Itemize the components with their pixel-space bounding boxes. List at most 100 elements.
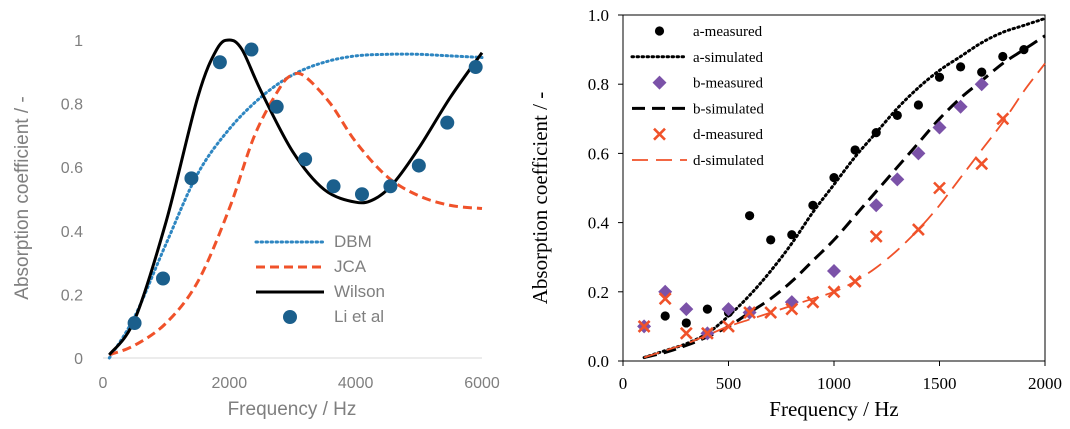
legend-item-jca: JCA bbox=[256, 257, 367, 276]
legend-b-measured-symbol bbox=[652, 75, 667, 90]
b-measured-point bbox=[953, 99, 968, 114]
series-jca-line bbox=[108, 71, 483, 357]
b-measured-point bbox=[890, 172, 905, 187]
b-measured-point bbox=[721, 302, 736, 317]
chart0-x-tick-label: 2000 bbox=[212, 375, 248, 392]
d-measured-point bbox=[764, 306, 778, 319]
d-measured-point bbox=[679, 326, 693, 340]
chart0-x-tick-label: 6000 bbox=[464, 375, 500, 392]
li-et-al-point bbox=[244, 42, 259, 57]
chart1-y-tick-label: 0.8 bbox=[588, 75, 609, 94]
legend-li-et-al-label: Li et al bbox=[334, 307, 384, 326]
d-measured-point bbox=[658, 292, 672, 306]
chart1-y-tick-label: 0.0 bbox=[588, 352, 609, 371]
b-measured-point bbox=[974, 77, 989, 92]
d-measured-point bbox=[975, 157, 989, 171]
a-measured-point bbox=[745, 211, 755, 221]
chart-right-measured-vs-simulated: 0.0 0.2 0.4 0.6 0.8 1.0 0 500 1000 1500 2000 Freq… bbox=[528, 6, 1062, 421]
a-measured-point bbox=[702, 304, 713, 314]
li-et-al-point bbox=[354, 187, 369, 202]
legend-a-measured-symbol bbox=[654, 26, 665, 36]
a-measured-point bbox=[998, 51, 1008, 62]
legend-wilson-label: Wilson bbox=[334, 282, 385, 301]
chart0-y-tick-label: 0 bbox=[74, 351, 83, 368]
li-et-al-point bbox=[468, 60, 483, 75]
d-measured-point bbox=[637, 319, 651, 333]
d-measured-point bbox=[722, 319, 735, 333]
a-measured-point bbox=[977, 67, 987, 77]
d-measured-point bbox=[743, 306, 757, 319]
left-legend: DBM JCA Wilson Li et al bbox=[254, 232, 385, 326]
li-et-al-point bbox=[326, 179, 341, 194]
a-measured-point bbox=[956, 62, 966, 72]
chart1-x-tick-label: 2000 bbox=[1028, 374, 1062, 393]
legend-d-measured-label: d-measured bbox=[693, 127, 763, 143]
left-y-axis-label: Absorption coefficient / - bbox=[12, 96, 33, 299]
legend-jca-label: JCA bbox=[334, 257, 367, 276]
d-measured-point bbox=[700, 326, 714, 340]
legend-item-d-measured: d-measured bbox=[653, 127, 763, 143]
a-measured-point bbox=[913, 100, 924, 110]
a-measured-point bbox=[1019, 45, 1029, 55]
legend-a-measured-label: a-measured bbox=[693, 24, 763, 40]
b-measured-point bbox=[827, 264, 841, 279]
series-li-et-al bbox=[127, 42, 483, 331]
series-dbm-line bbox=[107, 52, 484, 360]
chart0-x-tick-label: 0 bbox=[99, 375, 108, 392]
right-legend: a-measured a-simulated b-measured b-simulat… bbox=[630, 24, 764, 169]
a-measured-point bbox=[681, 318, 691, 328]
chart0-y-tick-label: 0.8 bbox=[61, 97, 83, 114]
a-measured-point bbox=[871, 128, 881, 138]
series-wilson-line bbox=[108, 38, 484, 356]
legend-d-measured-symbol bbox=[653, 127, 666, 141]
chart1-x-tick-label: 1000 bbox=[817, 374, 851, 393]
li-et-al-point bbox=[298, 152, 313, 167]
legend-li-et-al-symbol bbox=[283, 310, 297, 324]
right-y-tick-labels: 0.0 0.2 0.4 0.6 0.8 1.0 bbox=[588, 6, 623, 371]
chart1-x-tick-label: 1500 bbox=[923, 374, 957, 393]
legend-item-dbm: DBM bbox=[254, 232, 372, 251]
b-measured-point bbox=[911, 146, 926, 161]
chart0-y-tick-label: 0.4 bbox=[61, 224, 83, 241]
chart1-x-tick-label: 500 bbox=[716, 374, 742, 393]
b-measured-point bbox=[679, 302, 694, 317]
legend-item-li-et-al: Li et al bbox=[283, 307, 384, 326]
legend-b-measured-label: b-measured bbox=[693, 76, 763, 92]
chart1-y-tick-label: 0.6 bbox=[588, 144, 609, 163]
li-et-al-point bbox=[411, 158, 426, 173]
d-measured-point bbox=[996, 112, 1010, 126]
d-measured-point bbox=[785, 302, 799, 316]
legend-d-simulated-label: d-simulated bbox=[693, 153, 764, 169]
d-measured-point bbox=[848, 275, 862, 288]
chart0-y-tick-label: 1 bbox=[74, 33, 83, 50]
b-measured-point bbox=[658, 284, 673, 299]
series-d-measured bbox=[637, 112, 1010, 340]
legend-item-b-measured: b-measured bbox=[652, 75, 763, 92]
li-et-al-point bbox=[440, 115, 455, 130]
chart0-x-tick-label: 4000 bbox=[338, 375, 374, 392]
d-measured-point bbox=[827, 285, 841, 299]
legend-item-a-simulated: a-simulated bbox=[630, 50, 763, 66]
chart1-y-tick-label: 0.2 bbox=[588, 283, 609, 302]
legend-item-d-simulated: d-simulated bbox=[632, 153, 764, 169]
li-et-al-point bbox=[184, 171, 199, 186]
a-measured-point bbox=[934, 72, 945, 82]
right-x-tick-labels: 0 500 1000 1500 2000 bbox=[619, 361, 1062, 393]
d-measured-point bbox=[933, 181, 946, 195]
a-measured-point bbox=[850, 145, 860, 155]
a-measured-point bbox=[892, 110, 902, 120]
a-measured-point bbox=[808, 200, 818, 210]
chart1-y-tick-label: 1.0 bbox=[588, 6, 609, 25]
d-measured-point bbox=[806, 295, 820, 309]
b-measured-point bbox=[932, 120, 947, 135]
legend-item-wilson: Wilson bbox=[256, 282, 385, 301]
li-et-al-point bbox=[269, 99, 284, 114]
chart0-y-tick-label: 0.6 bbox=[61, 160, 83, 177]
a-measured-point bbox=[829, 173, 839, 183]
chart0-y-tick-label: 0.2 bbox=[61, 287, 83, 304]
li-et-al-point bbox=[383, 179, 398, 194]
right-series-layer bbox=[637, 17, 1047, 360]
legend-item-b-simulated: b-simulated bbox=[632, 101, 764, 117]
left-y-tick-labels: 0 0.2 0.4 0.6 0.8 1 bbox=[61, 33, 83, 368]
